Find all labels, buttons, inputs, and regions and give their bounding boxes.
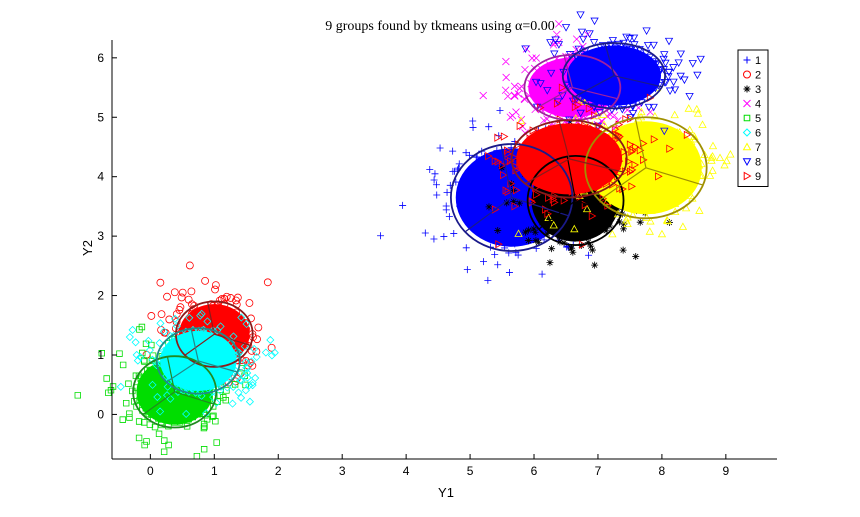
series-3-ellipse (526, 154, 625, 246)
x-tick-label-2: 2 (275, 464, 282, 478)
x-tick-label-8: 8 (659, 464, 666, 478)
legend-label-8: 8 (755, 157, 761, 169)
series-6-ellipse (155, 327, 241, 395)
legend-marker-2 (743, 70, 752, 79)
legend: 1 2 3 4 5 6 7 8 9 (737, 49, 769, 187)
legend-marker-1 (743, 56, 751, 64)
legend-item-4: 4 (743, 99, 761, 111)
series-8-ring (561, 42, 667, 110)
x-tick-label-7: 7 (595, 464, 602, 478)
x-tick-label-9: 9 (723, 464, 730, 478)
y-tick-label-3: 3 (97, 229, 104, 243)
series-6-radius-1 (166, 360, 199, 383)
x-tick-label-6: 6 (531, 464, 538, 478)
series-3-ring (526, 154, 625, 246)
series-4-radius-1 (535, 87, 573, 110)
legend-label-5: 5 (755, 113, 761, 125)
legend-item-7: 7 (742, 142, 761, 154)
series-3-radius-1 (538, 199, 576, 230)
series-7-ellipse (584, 116, 708, 220)
x-tick-label-3: 3 (339, 464, 346, 478)
x-tick-label-1: 1 (211, 464, 218, 478)
series-7-ring (584, 116, 708, 220)
y-tick-label-4: 4 (97, 170, 104, 184)
legend-marker-7 (742, 142, 752, 151)
series-5-radius-0 (174, 391, 214, 405)
series-9-radius-1 (524, 158, 570, 185)
series-3-radius-2 (566, 156, 577, 201)
x-tick-label-5: 5 (467, 464, 474, 478)
legend-item-9: 9 (743, 171, 761, 183)
legend-marker-5 (743, 114, 751, 122)
chart-title: 9 groups found by tkmeans using α=0.00 (325, 19, 555, 34)
series-2-radius-1 (184, 333, 215, 356)
series-5-radius-2 (166, 356, 176, 392)
legend-box (737, 49, 769, 187)
y-tick-label-5: 5 (97, 110, 104, 124)
legend-item-1: 1 (743, 55, 761, 67)
series-2-radius-2 (207, 301, 215, 335)
series-4-radius-2 (563, 55, 573, 88)
series-1-radius-1 (464, 197, 512, 233)
series-3-radius-0 (575, 199, 621, 217)
y-tick-label-6: 6 (97, 51, 104, 65)
legend-marker-9 (743, 171, 752, 181)
series-6-ring (155, 327, 241, 395)
series-8-ellipse (561, 42, 667, 110)
legend-item-3: 3 (743, 84, 761, 96)
series-7-radius-0 (645, 167, 704, 186)
legend-marker-8 (742, 158, 752, 167)
cluster-layer (74, 11, 757, 460)
legend-item-2: 2 (743, 70, 761, 82)
series-6-radius-0 (198, 360, 238, 373)
series-2-radius-0 (214, 333, 251, 346)
series-1-radius-2 (500, 144, 513, 198)
series-7-radius-2 (634, 117, 647, 168)
series-9-radius-2 (558, 120, 570, 160)
series-5-ring (132, 355, 218, 429)
y-tick-label-1: 1 (97, 348, 104, 362)
legend-label-4: 4 (755, 99, 761, 111)
series-1-ellipse (449, 143, 574, 252)
series-8-radius-1 (574, 75, 615, 98)
series-9-radius-0 (569, 158, 624, 173)
axes: 0 1 2 3 4 5 6 7 8 9 0 1 2 3 4 5 6 (97, 40, 777, 478)
legend-marker-6 (742, 128, 752, 137)
series-4-radius-0 (572, 86, 618, 100)
legend-item-8: 8 (742, 157, 761, 169)
legend-item-6: 6 (742, 128, 761, 140)
legend-item-5: 5 (743, 113, 761, 125)
x-axis-label: Y1 (438, 485, 454, 500)
series-5-radius-1 (142, 391, 176, 416)
y-tick-label-0: 0 (97, 407, 104, 421)
series-7-radius-1 (599, 167, 647, 201)
series-6-radius-2 (190, 328, 199, 362)
x-tick-label-4: 4 (403, 464, 410, 478)
y-tick-label-2: 2 (97, 289, 104, 303)
legend-label-6: 6 (755, 128, 761, 140)
legend-label-3: 3 (755, 84, 761, 96)
ellipse-layer (132, 42, 708, 429)
series-8-radius-0 (613, 75, 663, 88)
legend-label-1: 1 (755, 55, 761, 67)
series-8-radius-2 (604, 43, 615, 76)
legend-label-2: 2 (755, 70, 761, 82)
legend-label-7: 7 (755, 142, 761, 154)
legend-marker-3 (743, 85, 751, 93)
y-axis-label: Y2 (80, 240, 95, 256)
series-5-ellipse (132, 355, 218, 429)
series-9-ring (510, 119, 628, 199)
legend-label-9: 9 (755, 171, 761, 183)
legend-marker-4 (743, 99, 751, 108)
x-tick-label-0: 0 (147, 464, 154, 478)
series-9-ellipse (510, 119, 628, 199)
